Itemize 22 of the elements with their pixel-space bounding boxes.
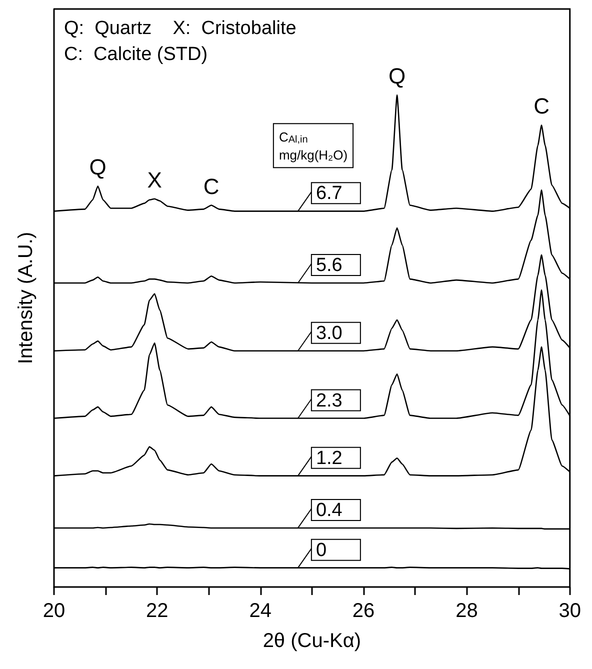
legend-label: 1.2 <box>316 448 342 469</box>
x-tick-label: 26 <box>352 600 375 622</box>
annotation: C <box>203 174 220 199</box>
legend-label: 0 <box>316 540 327 561</box>
legend-label: 6.7 <box>316 183 342 204</box>
x-tick-label: 24 <box>249 600 272 622</box>
annotation: C <box>534 94 550 119</box>
legend-label: 0.4 <box>316 500 343 521</box>
x-tick-label: 28 <box>456 600 478 622</box>
legend-label: 5.6 <box>316 254 342 276</box>
x-tick-label: 30 <box>558 600 581 622</box>
annotation: X <box>147 167 162 192</box>
text: C: Calcite (STD) <box>64 44 208 65</box>
annotation: Q <box>388 64 406 89</box>
legend-label: 3.0 <box>316 322 342 344</box>
legend-label: 2.3 <box>316 390 342 412</box>
y-axis-title: Intensity (A.U.) <box>15 232 37 364</box>
annotation: Q <box>89 154 106 180</box>
x-tick-label: 22 <box>146 600 168 622</box>
x-axis-title: 2θ (Cu-Kα) <box>262 630 362 652</box>
x-tick-label: 20 <box>42 600 66 622</box>
text: Q: Quartz X: Cristobalite <box>64 18 296 39</box>
